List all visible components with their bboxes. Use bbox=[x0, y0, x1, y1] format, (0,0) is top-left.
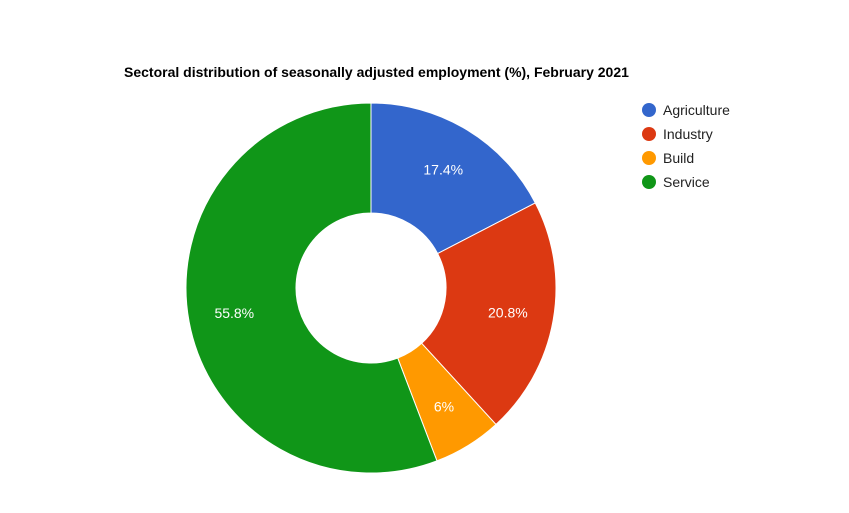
legend-swatch-service bbox=[642, 175, 656, 189]
legend-swatch-build bbox=[642, 151, 656, 165]
slice-industry[interactable] bbox=[420, 202, 557, 426]
legend-swatch-agriculture bbox=[642, 103, 656, 117]
slices-group bbox=[185, 102, 557, 474]
legend-item-service[interactable]: Service bbox=[642, 174, 710, 190]
legend-label-service: Service bbox=[663, 174, 710, 190]
slice-labels-group: 17.4% 20.8% 6% 55.8% bbox=[214, 161, 527, 414]
legend-swatch-industry bbox=[642, 127, 656, 141]
slice-label-industry: 20.8% bbox=[488, 304, 528, 320]
slice-agriculture[interactable] bbox=[370, 102, 536, 255]
legend-item-build[interactable]: Build bbox=[642, 150, 694, 166]
legend-item-agriculture[interactable]: Agriculture bbox=[642, 102, 730, 118]
legend-label-agriculture: Agriculture bbox=[663, 102, 730, 118]
slice-label-agriculture: 17.4% bbox=[423, 161, 463, 177]
legend-label-build: Build bbox=[663, 150, 694, 166]
chart-title: Sectoral distribution of seasonally adju… bbox=[124, 64, 629, 80]
slice-label-build: 6% bbox=[434, 398, 454, 414]
legend: Agriculture Industry Build Service bbox=[642, 102, 730, 190]
legend-item-industry[interactable]: Industry bbox=[642, 126, 713, 142]
slice-label-service: 55.8% bbox=[214, 305, 254, 321]
legend-label-industry: Industry bbox=[663, 126, 713, 142]
slice-service[interactable] bbox=[185, 102, 438, 474]
